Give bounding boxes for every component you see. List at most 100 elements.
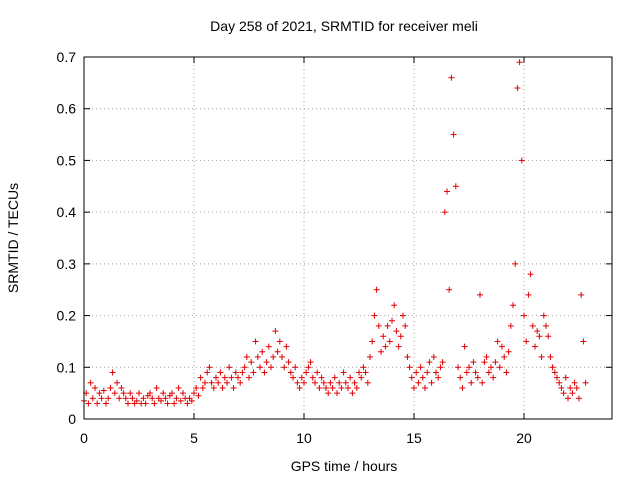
data-point bbox=[111, 390, 118, 397]
data-point bbox=[521, 312, 527, 319]
data-point bbox=[556, 379, 563, 386]
data-point bbox=[529, 322, 536, 329]
data-point bbox=[490, 374, 497, 381]
data-point bbox=[402, 322, 409, 329]
data-point bbox=[118, 384, 125, 391]
data-point bbox=[411, 384, 417, 391]
data-point bbox=[582, 379, 589, 386]
data-point bbox=[314, 369, 321, 376]
data-point bbox=[202, 379, 208, 386]
data-point bbox=[193, 384, 200, 391]
data-point bbox=[573, 384, 580, 391]
data-point bbox=[525, 291, 532, 298]
data-point bbox=[505, 348, 512, 355]
data-point bbox=[492, 359, 499, 366]
data-point bbox=[571, 379, 578, 386]
data-point bbox=[305, 364, 312, 371]
data-point bbox=[221, 374, 228, 381]
data-point bbox=[87, 379, 94, 386]
data-point bbox=[254, 353, 261, 360]
x-tick-label: 5 bbox=[190, 430, 198, 446]
data-point bbox=[386, 338, 393, 345]
data-point bbox=[369, 338, 376, 345]
data-point bbox=[518, 157, 525, 164]
data-point bbox=[122, 395, 129, 402]
data-point bbox=[195, 392, 202, 399]
data-point bbox=[265, 343, 272, 350]
data-point bbox=[248, 359, 255, 366]
data-point bbox=[199, 384, 206, 391]
data-point bbox=[298, 374, 305, 381]
data-point bbox=[327, 379, 334, 386]
data-point bbox=[448, 74, 455, 81]
data-point bbox=[235, 374, 241, 381]
data-point bbox=[127, 390, 134, 397]
data-point bbox=[180, 390, 186, 397]
y-tick-label: 0.6 bbox=[57, 101, 77, 117]
data-point bbox=[257, 364, 263, 371]
data-point bbox=[307, 359, 314, 366]
data-point bbox=[329, 384, 336, 391]
data-point bbox=[246, 374, 252, 381]
data-point bbox=[177, 397, 184, 404]
data-point bbox=[560, 390, 567, 397]
data-point bbox=[281, 364, 288, 371]
data-point bbox=[323, 384, 329, 391]
data-point bbox=[408, 374, 415, 381]
data-point bbox=[545, 333, 552, 340]
data-point bbox=[444, 188, 450, 195]
data-point bbox=[292, 364, 299, 371]
data-point bbox=[147, 390, 153, 397]
data-point bbox=[406, 364, 413, 371]
data-point bbox=[296, 384, 303, 391]
y-tick-label: 0.1 bbox=[57, 359, 77, 375]
data-point bbox=[351, 379, 358, 386]
data-point bbox=[459, 384, 466, 391]
data-point bbox=[485, 369, 492, 376]
y-tick-label: 0.5 bbox=[57, 152, 77, 168]
grid-lines bbox=[84, 57, 612, 419]
x-axis-label: GPS time / hours bbox=[291, 458, 398, 474]
data-point bbox=[98, 395, 105, 402]
data-point bbox=[210, 384, 217, 391]
data-point bbox=[450, 131, 457, 138]
y-axis-label: SRMTID / TECUs bbox=[5, 183, 21, 293]
data-point bbox=[294, 379, 301, 386]
data-point bbox=[532, 343, 538, 350]
axis-ticks: 0 5 10 15 20 0 0.1 0.2 0.3 0.4 0.5 0.6 0.7 bbox=[57, 49, 612, 446]
data-point bbox=[382, 343, 389, 350]
data-point bbox=[569, 390, 576, 397]
data-point bbox=[538, 353, 545, 360]
data-point bbox=[353, 384, 360, 391]
data-point bbox=[164, 400, 171, 407]
y-tick-label: 0 bbox=[68, 411, 76, 427]
data-point bbox=[435, 374, 442, 381]
data-point bbox=[565, 395, 571, 402]
data-point bbox=[540, 312, 547, 319]
data-point bbox=[160, 390, 167, 397]
data-point bbox=[270, 353, 277, 360]
data-point bbox=[567, 384, 574, 391]
data-point bbox=[404, 353, 411, 360]
data-point bbox=[358, 374, 365, 381]
data-point bbox=[263, 359, 270, 366]
data-point bbox=[312, 379, 318, 386]
data-point bbox=[92, 384, 98, 391]
data-point bbox=[360, 364, 367, 371]
data-point bbox=[133, 397, 140, 404]
data-point bbox=[496, 364, 503, 371]
data-point bbox=[125, 400, 131, 407]
data-point bbox=[94, 400, 101, 407]
data-point bbox=[241, 364, 248, 371]
data-point bbox=[208, 379, 215, 386]
data-point bbox=[419, 374, 426, 381]
data-point bbox=[397, 333, 404, 340]
data-point bbox=[494, 338, 501, 345]
data-point bbox=[213, 374, 219, 381]
data-point bbox=[151, 400, 158, 407]
data-point bbox=[380, 333, 387, 340]
data-point bbox=[479, 379, 486, 386]
data-point bbox=[488, 364, 494, 371]
data-point bbox=[215, 379, 222, 386]
